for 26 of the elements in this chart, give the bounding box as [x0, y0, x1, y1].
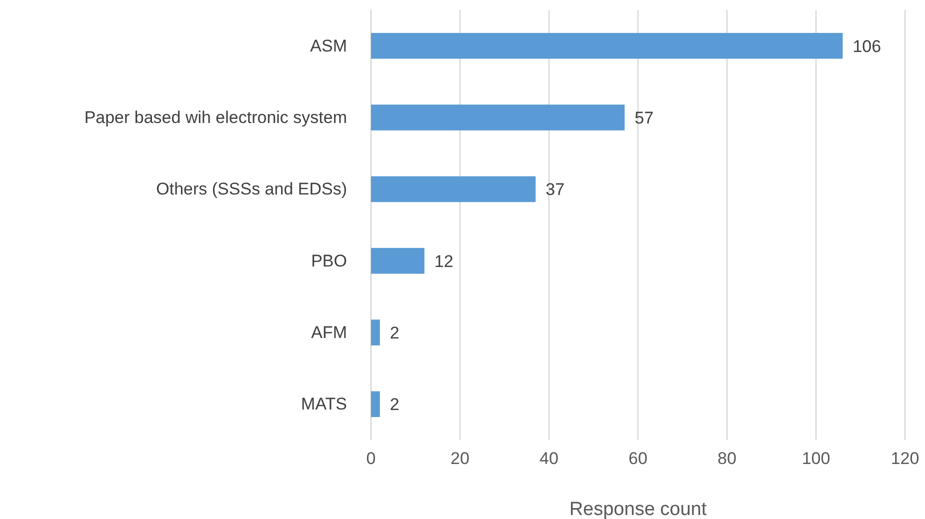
- x-tick-label: 100: [802, 449, 830, 468]
- y-tick-label: AFM: [311, 322, 347, 342]
- bar: [371, 176, 536, 202]
- bar: [371, 248, 424, 274]
- data-label: 57: [634, 108, 654, 128]
- x-tick-label: 20: [450, 449, 470, 468]
- bar: [371, 320, 380, 346]
- x-tick-label: 0: [366, 449, 376, 468]
- x-tick-label: 80: [718, 449, 736, 468]
- x-axis-title: Response count: [569, 499, 708, 519]
- x-tick-label: 60: [628, 449, 648, 468]
- bar: [371, 391, 380, 418]
- y-tick-label: PBO: [311, 251, 347, 270]
- x-tick-label: 40: [540, 449, 558, 468]
- x-tick-label: 120: [890, 449, 920, 468]
- bar: [371, 32, 843, 59]
- y-tick-label: Paper based wih electronic system: [84, 108, 347, 127]
- data-label: 37: [546, 180, 565, 200]
- y-tick-label: Others (SSSs and EDSs): [156, 180, 347, 199]
- data-label: 12: [434, 252, 454, 271]
- data-label: 2: [390, 395, 400, 414]
- y-tick-label: ASM: [310, 36, 347, 56]
- data-label: 2: [390, 323, 400, 342]
- data-label: 106: [852, 36, 882, 56]
- y-tick-label: MATS: [301, 394, 347, 414]
- bar: [371, 104, 625, 130]
